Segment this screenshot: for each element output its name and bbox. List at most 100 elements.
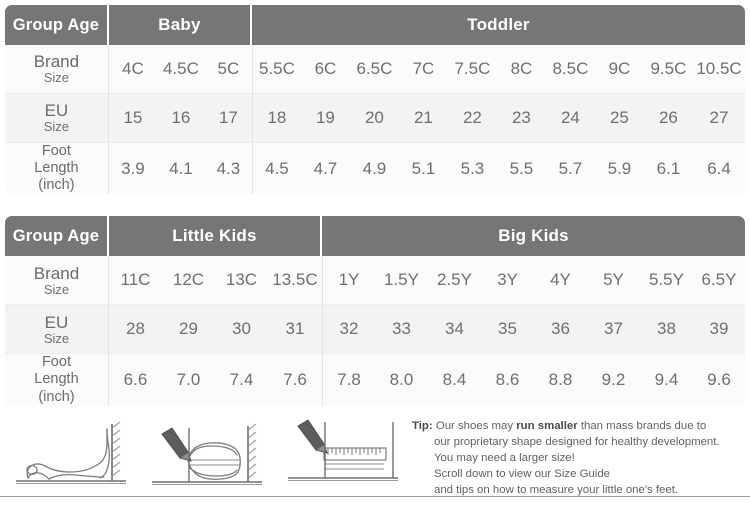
row-label-main: Brand [33,263,80,283]
cell-foot-length-1: 7.0 [161,354,215,406]
cell-eu-size-10: 38 [639,305,693,355]
row-label-brand-size: Brand Size [4,256,109,306]
cell-eu-size-6: 21 [398,94,448,143]
cell-foot-length-2: 4.3 [204,143,252,195]
group-segment-baby: Baby [108,5,252,45]
cell-eu-size-3: 18 [251,94,301,143]
cell-brand-size-8: 4Y [533,256,587,306]
group-age-header-row: Group Age Little Kids Big Kids [4,216,746,257]
pencil-icon [297,418,328,454]
row-label-eu-size: EU Size [4,305,109,355]
row-label-main: EU [44,312,69,332]
cell-eu-size-12: 27 [692,94,746,143]
cell-brand-size-5: 1.5Y [374,256,428,306]
cell-eu-size-10: 25 [594,94,644,143]
cell-foot-length-0: 6.6 [108,354,162,406]
cell-foot-length-7: 8.6 [480,354,534,406]
cell-brand-size-3: 13.5C [267,256,322,306]
pencil-icon [161,426,192,462]
cell-foot-length-5: 4.9 [349,143,399,195]
cell-eu-size-2: 17 [204,94,252,143]
cell-foot-length-6: 5.1 [398,143,448,195]
group-segment-toddler: Toddler [251,5,746,45]
tip-line-1: Tip: Our shoes may run smaller than mass… [412,418,744,434]
cell-foot-length-11: 9.6 [692,354,746,406]
cell-eu-size-9: 24 [545,94,595,143]
size-table-little-big-kids: Group Age Little Kids Big Kids Brand Siz… [4,216,746,406]
cell-foot-length-10: 5.9 [594,143,644,195]
row-label-sub: Size [43,70,70,86]
cell-eu-size-4: 19 [300,94,350,143]
size-table-baby-toddler: Group Age Baby Toddler Brand Size 4C 4.5… [4,5,746,195]
cell-eu-size-0: 15 [108,94,157,143]
tip-label: Tip: [412,419,433,432]
cell-eu-size-11: 26 [643,94,693,143]
cell-brand-size-4: 1Y [321,256,375,306]
cell-eu-size-4: 32 [321,305,375,355]
tip-line-3: You may need a larger size! [434,452,575,465]
row-label-line-2: (inch) [38,177,75,194]
cell-foot-length-12: 6.4 [692,143,746,195]
cell-eu-size-5: 33 [374,305,428,355]
cell-brand-size-6: 7C [398,45,448,94]
row-label-eu-size: EU Size [4,94,109,143]
row-label-line-1: Length [34,371,79,388]
cell-brand-size-2: 5C [204,45,252,94]
cell-eu-size-5: 20 [349,94,399,143]
row-label-sub: Size [43,119,70,135]
cell-foot-length-8: 8.8 [533,354,587,406]
table-row-brand-size: Brand Size 4C 4.5C 5C 5.5C 6C 6.5C 7C 7.… [4,45,746,94]
row-label-line-1: Length [34,160,79,177]
cell-brand-size-11: 9.5C [643,45,693,94]
cell-brand-size-2: 13C [214,256,268,306]
cell-foot-length-10: 9.4 [639,354,693,406]
cell-brand-size-1: 12C [161,256,215,306]
group-age-label: Group Age [4,216,109,257]
cell-brand-size-9: 5Y [586,256,640,306]
cell-brand-size-6: 2.5Y [427,256,481,306]
cell-brand-size-0: 4C [108,45,157,94]
tip-line-1-part-b: than mass brands due to [577,419,707,432]
cell-brand-size-8: 8C [496,45,546,94]
row-label-brand-size: Brand Size [4,45,109,94]
cell-eu-size-7: 22 [447,94,497,143]
row-label-sub: Size [43,330,70,346]
row-label-sub: Size [43,281,70,297]
cell-brand-size-7: 7.5C [447,45,497,94]
cell-brand-size-1: 4.5C [156,45,205,94]
row-label-foot-length: Foot Length (inch) [4,143,109,195]
cell-eu-size-6: 34 [427,305,481,355]
cell-brand-size-11: 6.5Y [692,256,746,306]
cell-brand-size-10: 5.5Y [639,256,693,306]
group-age-label: Group Age [4,5,109,45]
table-row-eu-size: EU Size 28 29 30 31 32 33 34 35 36 37 38… [4,305,746,355]
cell-eu-size-1: 16 [156,94,205,143]
cell-brand-size-3: 5.5C [251,45,301,94]
cell-eu-size-1: 29 [161,305,215,355]
table-row-brand-size: Brand Size 11C 12C 13C 13.5C 1Y 1.5Y 2.5… [4,256,746,306]
cell-eu-size-11: 39 [692,305,746,355]
cell-brand-size-5: 6.5C [349,45,399,94]
cell-brand-size-4: 6C [300,45,350,94]
cell-foot-length-1: 4.1 [156,143,205,195]
cell-brand-size-9: 8.5C [545,45,595,94]
ruler-measure-figure [288,418,398,481]
size-chart-page: Group Age Baby Toddler Brand Size 4C 4.5… [0,5,750,519]
row-label-line-0: Foot [41,143,71,159]
cell-foot-length-4: 4.7 [300,143,350,195]
group-segment-little-kids: Little Kids [108,216,322,257]
table-row-foot-length: Foot Length (inch) 6.6 7.0 7.4 7.6 7.8 8… [4,354,746,406]
group-segment-big-kids: Big Kids [321,216,746,257]
cell-eu-size-7: 35 [480,305,534,355]
cell-eu-size-8: 36 [533,305,587,355]
group-age-header-row: Group Age Baby Toddler [4,5,746,45]
cell-eu-size-3: 31 [267,305,322,355]
cell-eu-size-9: 37 [586,305,640,355]
row-label-main: Brand [33,52,80,72]
cell-eu-size-8: 23 [496,94,546,143]
row-label-line-0: Foot [41,354,71,371]
cell-foot-length-2: 7.4 [214,354,268,406]
measurement-footer: Tip: Our shoes may run smaller than mass… [0,414,750,502]
row-label-line-2: (inch) [38,388,75,405]
cell-foot-length-9: 9.2 [586,354,640,406]
